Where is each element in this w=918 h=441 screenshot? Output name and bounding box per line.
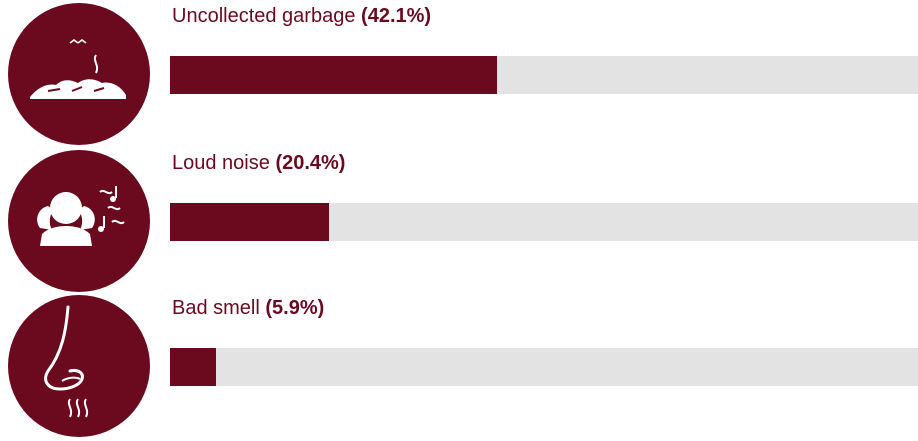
bar-track	[170, 348, 918, 386]
category-label: Bad smell	[172, 297, 260, 319]
bar-uncollected-garbage	[170, 56, 497, 94]
bar-label-loud-noise: Loud noise (20.4%)	[172, 152, 345, 175]
category-label: Loud noise	[172, 152, 270, 174]
nose-smell-icon	[8, 295, 150, 437]
bar-row-uncollected-garbage: Uncollected garbage (42.1%)	[0, 3, 918, 145]
category-label: Uncollected garbage	[172, 5, 356, 27]
bar-track	[170, 56, 918, 94]
nose-smell-svg	[44, 305, 89, 418]
bar-track	[170, 203, 918, 241]
bar-row-bad-smell: Bad smell (5.9%)	[0, 295, 918, 437]
bar-row-loud-noise: Loud noise (20.4%)	[0, 150, 918, 292]
garbage-pile-svg	[30, 39, 126, 99]
bar-bad-smell	[170, 348, 216, 386]
bar-label-uncollected-garbage: Uncollected garbage (42.1%)	[172, 5, 431, 28]
value-label: (20.4%)	[275, 152, 346, 174]
covering-ears-icon	[8, 150, 150, 292]
garbage-pile-icon	[8, 3, 150, 145]
value-label: (5.9%)	[265, 297, 325, 319]
value-label: (42.1%)	[361, 5, 432, 27]
bar-label-bad-smell: Bad smell (5.9%)	[172, 297, 324, 320]
covering-ears-svg	[37, 186, 125, 246]
bar-loud-noise	[170, 203, 329, 241]
